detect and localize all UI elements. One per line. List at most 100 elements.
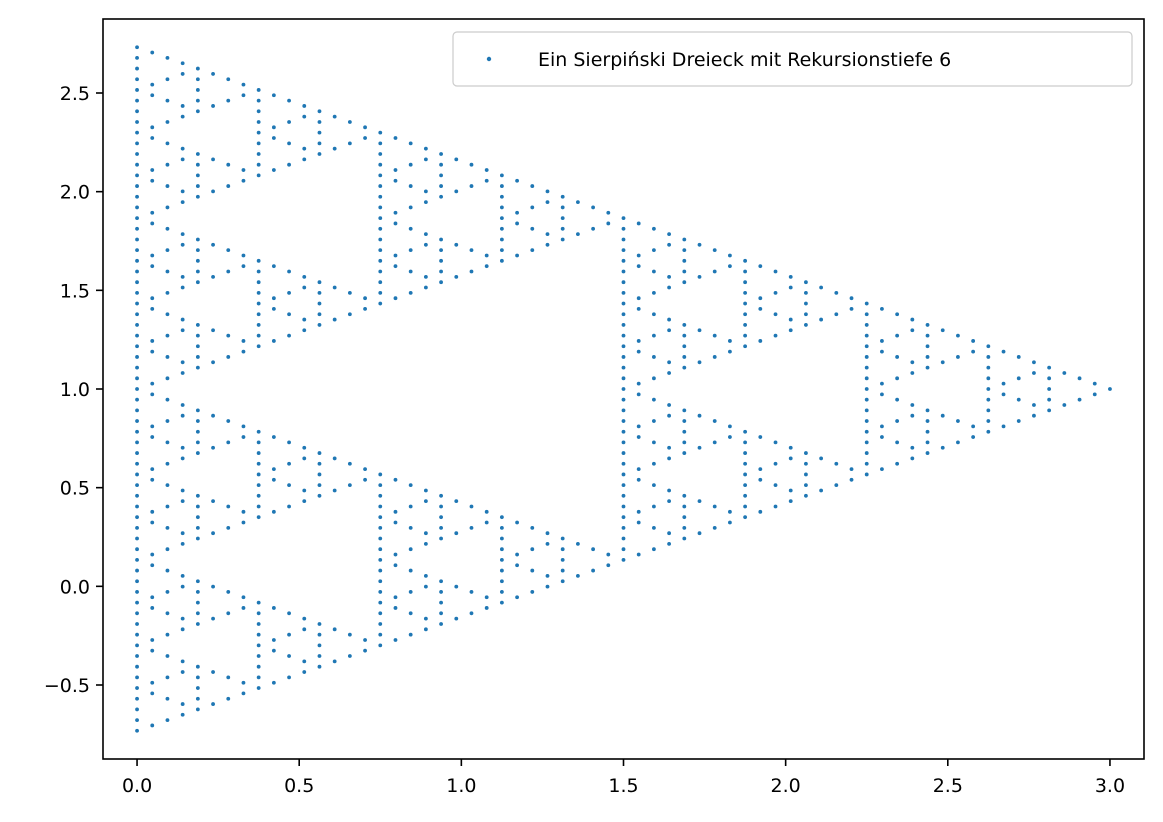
data-point xyxy=(195,280,200,285)
data-point xyxy=(195,493,200,498)
data-point xyxy=(135,173,139,178)
data-point xyxy=(788,445,793,450)
data-point xyxy=(697,242,702,247)
data-point xyxy=(135,184,139,188)
data-point xyxy=(652,419,656,423)
data-point xyxy=(1016,419,1021,423)
data-point xyxy=(332,114,337,119)
data-point xyxy=(165,333,170,338)
data-point xyxy=(621,344,626,349)
data-point xyxy=(302,114,307,119)
data-point xyxy=(910,371,915,375)
data-point xyxy=(135,312,139,317)
data-point xyxy=(1077,397,1082,402)
data-point xyxy=(317,290,322,295)
data-point xyxy=(408,205,413,210)
data-point xyxy=(484,168,489,172)
data-point xyxy=(743,258,748,263)
data-point xyxy=(910,413,915,418)
data-point xyxy=(743,333,748,338)
data-point xyxy=(621,397,626,402)
data-point xyxy=(499,568,504,573)
data-point xyxy=(849,477,854,482)
data-point xyxy=(804,323,808,327)
data-point xyxy=(499,205,504,210)
y-tick-label: 0.5 xyxy=(60,478,90,500)
data-point xyxy=(986,419,991,423)
data-point xyxy=(454,189,459,194)
data-point xyxy=(256,451,261,455)
data-point xyxy=(180,72,185,76)
data-point xyxy=(636,520,641,525)
data-point xyxy=(135,632,139,637)
data-point xyxy=(484,509,489,514)
data-point xyxy=(135,461,139,466)
data-point xyxy=(773,440,778,445)
data-point xyxy=(393,264,398,269)
data-point xyxy=(986,408,991,413)
data-point xyxy=(317,141,322,146)
data-point xyxy=(302,157,307,162)
data-point xyxy=(135,205,139,210)
data-point xyxy=(135,162,139,167)
data-point xyxy=(956,419,960,423)
data-point xyxy=(545,541,550,546)
data-point xyxy=(256,344,261,349)
data-point xyxy=(378,205,383,210)
data-point xyxy=(1032,413,1036,418)
data-point xyxy=(180,232,185,237)
data-point xyxy=(135,258,139,263)
data-point xyxy=(165,461,170,466)
data-point xyxy=(439,493,443,498)
data-point xyxy=(712,269,717,274)
data-point xyxy=(241,680,246,685)
data-point xyxy=(986,344,991,349)
data-point xyxy=(1062,371,1067,375)
data-point xyxy=(849,306,854,311)
data-point xyxy=(804,472,808,477)
data-point xyxy=(880,392,884,397)
data-point xyxy=(271,606,276,610)
data-point xyxy=(256,611,261,616)
data-point xyxy=(211,531,215,536)
data-point xyxy=(758,509,763,514)
data-point xyxy=(652,483,656,488)
data-point xyxy=(621,312,626,317)
data-point xyxy=(621,323,626,327)
data-point xyxy=(165,440,170,445)
data-point xyxy=(484,606,489,610)
data-point xyxy=(393,253,398,258)
data-point xyxy=(636,306,641,311)
data-point xyxy=(621,515,626,520)
data-point xyxy=(925,323,930,327)
data-point xyxy=(211,274,215,279)
data-point xyxy=(971,349,976,354)
data-point xyxy=(621,355,626,359)
data-point xyxy=(135,77,139,82)
data-point xyxy=(378,643,383,648)
data-point xyxy=(758,435,763,439)
data-point xyxy=(378,248,383,253)
data-point xyxy=(135,365,139,370)
data-point xyxy=(135,56,139,60)
data-point xyxy=(712,248,717,253)
data-point xyxy=(317,301,322,306)
data-point xyxy=(484,253,489,258)
data-point xyxy=(332,488,337,493)
data-point xyxy=(271,306,276,311)
data-point xyxy=(332,627,337,632)
data-point xyxy=(788,456,793,461)
data-point xyxy=(986,355,991,359)
data-point xyxy=(454,157,459,162)
data-point xyxy=(773,290,778,295)
data-point xyxy=(621,461,626,466)
data-point xyxy=(621,429,626,434)
data-point xyxy=(195,707,200,712)
data-point xyxy=(165,675,170,680)
data-point xyxy=(880,306,884,311)
data-point xyxy=(788,328,793,333)
data-point xyxy=(712,355,717,359)
data-point xyxy=(195,664,200,669)
data-point xyxy=(150,435,155,439)
